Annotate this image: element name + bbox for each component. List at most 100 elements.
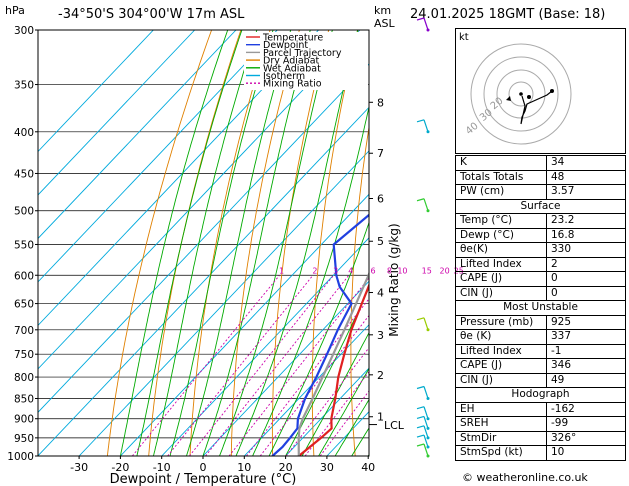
isotherm-line xyxy=(161,237,369,456)
series-line xyxy=(297,271,369,456)
wet-adiabat-line xyxy=(119,30,229,456)
legend-entry: Parcel Trajectory xyxy=(263,48,342,59)
index-label: StmSpd (kt) xyxy=(455,445,547,461)
wet-adiabat-line xyxy=(301,331,369,456)
index-value: -162 xyxy=(546,401,626,417)
index-row: Lifted Index -1 xyxy=(455,343,626,359)
temperature-tick-label: 40 xyxy=(361,461,375,474)
pressure-tick-label: 1000 xyxy=(7,451,34,463)
wind-barb-flag xyxy=(416,198,425,202)
dry-adiabat-line xyxy=(148,30,242,456)
index-value: -1 xyxy=(546,343,626,359)
index-row: CAPE (J) 346 xyxy=(455,358,626,374)
index-row: SREH -99 xyxy=(455,416,626,432)
index-label: EH xyxy=(455,401,547,417)
wind-barb xyxy=(423,443,429,457)
wind-barb-flag xyxy=(416,415,425,419)
temperature-tick-label: 0 xyxy=(200,461,207,474)
wind-barb xyxy=(423,119,429,132)
wet-adiabat-line xyxy=(169,30,274,456)
dry-adiabat-line xyxy=(230,30,300,456)
index-value: 0 xyxy=(546,271,626,287)
index-value: 3.57 xyxy=(546,184,626,200)
index-label: CAPE (J) xyxy=(455,271,547,287)
hodograph: kt 40 30 20 xyxy=(455,28,626,154)
wet-adiabat-line xyxy=(136,30,243,456)
index-label: Pressure (mb) xyxy=(455,314,547,330)
mixing-ratio-line xyxy=(167,275,314,456)
index-label: Lifted Index xyxy=(455,343,547,359)
legend-entry: Wet Adiabat xyxy=(263,63,321,74)
index-row: PW (cm) 3.57 xyxy=(455,184,626,200)
km-tick-label: 8 xyxy=(377,96,384,109)
index-label: θe (K) xyxy=(455,329,547,345)
isotherm-line xyxy=(285,367,369,456)
index-row: θe(K) 330 xyxy=(455,242,626,258)
pressure-tick-label: 300 xyxy=(14,25,34,37)
index-label: Lifted Index xyxy=(455,256,547,272)
surface-section-title: Surface xyxy=(455,198,626,214)
km-label: km xyxy=(374,4,392,17)
wet-adiabat-line xyxy=(202,30,311,456)
hpa-label: hPa xyxy=(5,4,25,17)
wind-barb xyxy=(423,198,429,211)
wet-adiabat-line xyxy=(235,30,359,456)
index-row: Totals Totals 48 xyxy=(455,169,626,185)
series-line xyxy=(298,282,369,456)
index-value: 16.8 xyxy=(546,227,626,243)
pressure-tick-label: 600 xyxy=(14,270,34,282)
index-value: 23.2 xyxy=(546,213,626,229)
wind-barb xyxy=(423,434,429,448)
index-label: CAPE (J) xyxy=(455,358,547,374)
temperature-tick-label: 10 xyxy=(237,461,251,474)
isotherm-line xyxy=(202,280,369,456)
mixing-ratio-axis-label: Mixing Ratio (g/kg) xyxy=(387,223,401,336)
km-tick-label: 6 xyxy=(377,193,384,206)
index-value: 337 xyxy=(546,329,626,345)
legend-entry: Isotherm xyxy=(263,71,305,82)
wind-barb xyxy=(423,317,429,330)
dry-adiabat-line xyxy=(424,30,445,456)
pressure-tick-label: 400 xyxy=(14,127,34,139)
wet-adiabat-line xyxy=(285,286,369,456)
mixing-ratio-value: 8 xyxy=(387,266,392,275)
pressure-tick-label: 550 xyxy=(14,239,34,251)
index-row: Dewp (°C) 16.8 xyxy=(455,227,626,243)
isotherm-line xyxy=(38,30,319,327)
hodograph-trace xyxy=(520,90,553,125)
copyright-footer: © weatheronline.co.uk xyxy=(462,471,588,484)
index-value: 330 xyxy=(546,242,626,258)
wind-barb xyxy=(423,17,429,31)
isotherm-line xyxy=(38,30,154,153)
wind-barb-flag xyxy=(416,443,425,447)
datetime-title: 24.01.2025 18GMT (Base: 18) xyxy=(410,7,606,22)
wind-barb xyxy=(423,425,429,439)
wind-barb-dot xyxy=(426,426,430,430)
wind-barb-dot xyxy=(426,28,430,32)
temperature-tick-label: -30 xyxy=(70,461,88,474)
index-value: 346 xyxy=(546,358,626,374)
wind-barb xyxy=(423,386,429,399)
wind-barb-dot xyxy=(426,209,430,213)
legend-background xyxy=(244,32,368,90)
wet-adiabat-line xyxy=(334,398,369,456)
index-value: 2 xyxy=(546,256,626,272)
index-value: 326° xyxy=(546,430,626,446)
km-tick-label: 5 xyxy=(377,235,384,248)
pressure-tick-label: 750 xyxy=(14,349,34,361)
pressure-tick-label: 500 xyxy=(14,206,34,218)
index-value: 10 xyxy=(546,445,626,461)
location-title: -34°50'S 304°00'W 17m ASL xyxy=(58,7,245,22)
wind-barb xyxy=(423,416,429,429)
index-row: Lifted Index 2 xyxy=(455,256,626,272)
plot-frame xyxy=(37,29,370,457)
wind-barb-dot xyxy=(426,417,430,421)
mixing-ratio-value: 3 xyxy=(333,266,338,275)
index-label: SREH xyxy=(455,416,547,432)
index-row: Temp (°C) 23.2 xyxy=(455,213,626,229)
dry-adiabat-line xyxy=(106,30,213,456)
index-row: Pressure (mb) 925 xyxy=(455,314,626,330)
index-row: CAPE (J) 0 xyxy=(455,271,626,287)
mixing-ratio-value: 1 xyxy=(279,266,284,275)
